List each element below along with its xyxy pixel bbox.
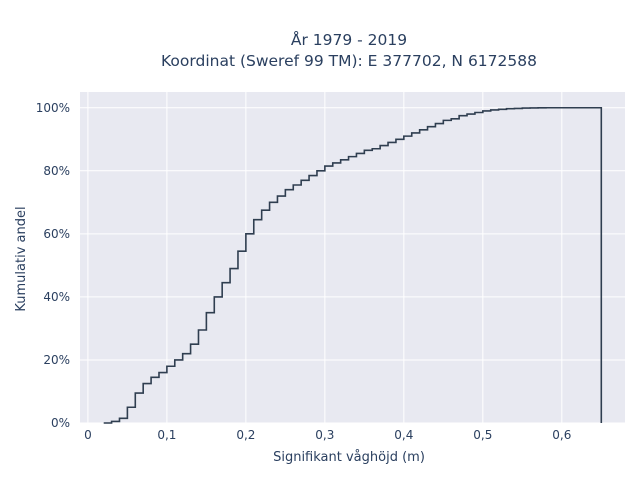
y-tick-label: 80% <box>43 164 70 178</box>
x-tick-label: 0,2 <box>236 428 255 442</box>
x-tick-label: 0,4 <box>394 428 413 442</box>
x-tick-label: 0 <box>84 428 92 442</box>
plot-area <box>80 92 625 423</box>
y-axis-ticks: 0% 20% 40% 60% 80% 100% <box>36 101 70 430</box>
y-tick-label: 20% <box>43 353 70 367</box>
chart-title-line1: År 1979 - 2019 <box>291 30 407 49</box>
x-tick-label: 0,5 <box>473 428 492 442</box>
x-tick-label: 0,6 <box>552 428 571 442</box>
chart-title-line2: Koordinat (Sweref 99 TM): E 377702, N 61… <box>161 52 537 70</box>
y-tick-label: 0% <box>51 416 70 430</box>
grid <box>80 92 625 424</box>
x-axis-ticks: 0 0,1 0,2 0,3 0,4 0,5 0,6 <box>84 428 571 442</box>
y-tick-label: 100% <box>36 101 70 115</box>
x-tick-label: 0,1 <box>157 428 176 442</box>
y-tick-label: 60% <box>43 227 70 241</box>
x-axis-label: Signifikant våghöjd (m) <box>273 450 425 465</box>
y-tick-label: 40% <box>43 290 70 304</box>
y-axis-label: Kumulativ andel <box>14 206 29 311</box>
cdf-step-line <box>103 106 603 424</box>
x-tick-label: 0,3 <box>315 428 334 442</box>
